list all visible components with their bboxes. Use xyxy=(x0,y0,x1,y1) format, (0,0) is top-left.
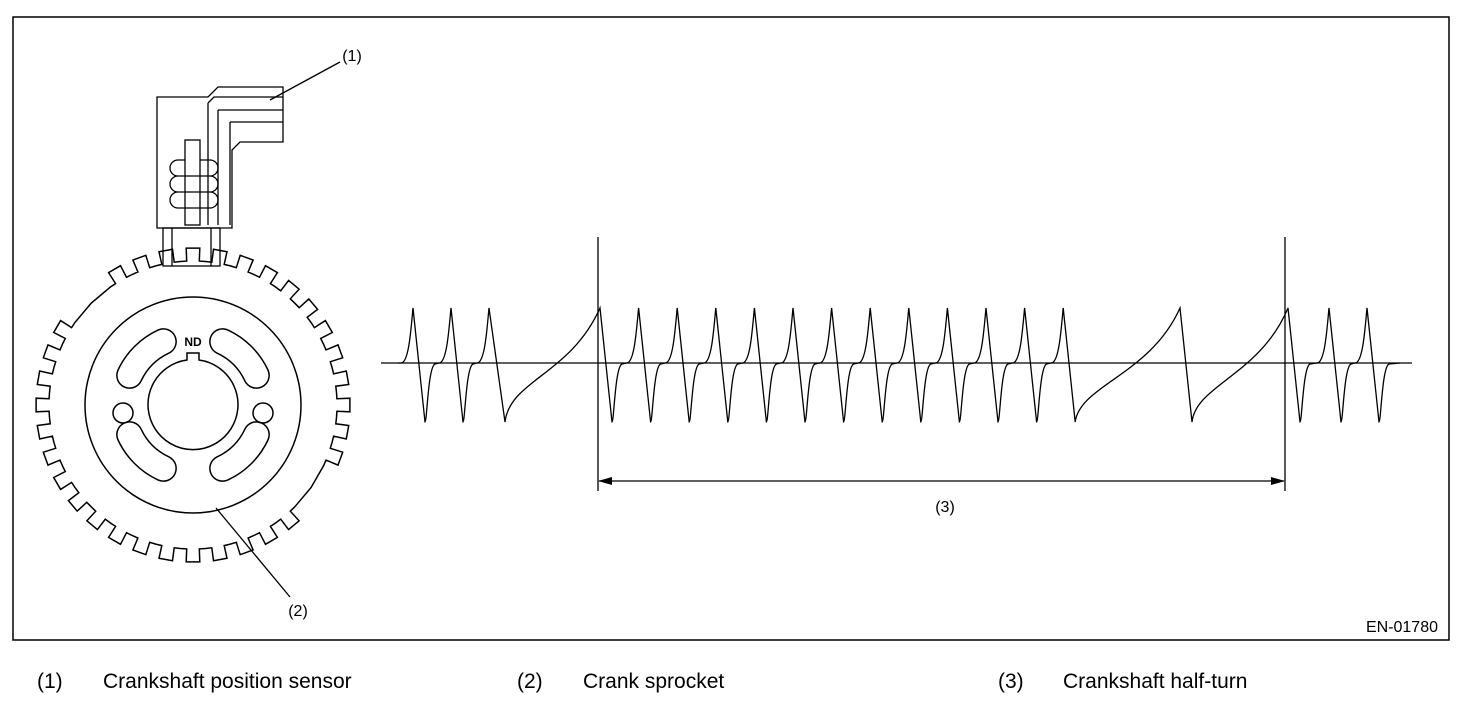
sprocket-part xyxy=(252,402,274,424)
callout: (2) xyxy=(288,603,308,620)
sprocket-part xyxy=(147,352,239,451)
sprocket-part xyxy=(112,402,134,424)
signal-waveform xyxy=(398,305,1401,423)
sprocket xyxy=(35,247,351,563)
sprocket-part xyxy=(117,329,176,388)
legend-number: (3) xyxy=(998,670,1024,693)
callout: (3) xyxy=(935,499,955,516)
legend-number: (2) xyxy=(517,670,543,693)
sprocket-part xyxy=(210,422,269,481)
sensor xyxy=(156,86,284,267)
sprocket-part xyxy=(35,247,351,563)
sprocket-part xyxy=(84,296,302,514)
leader-line xyxy=(269,61,341,101)
legend-number: (1) xyxy=(37,670,63,693)
leader-line xyxy=(215,507,291,598)
figure-id: EN-01780 xyxy=(1366,619,1438,636)
sprocket-part xyxy=(117,422,176,481)
legend-label: Crank sprocket xyxy=(583,670,724,693)
callout: (1) xyxy=(342,48,362,65)
sprocket-mark: ND xyxy=(184,335,202,349)
legend-label: Crankshaft position sensor xyxy=(103,670,352,693)
frame xyxy=(12,16,1450,641)
legend-label: Crankshaft half-turn xyxy=(1063,670,1247,693)
sprocket-part xyxy=(210,329,269,388)
